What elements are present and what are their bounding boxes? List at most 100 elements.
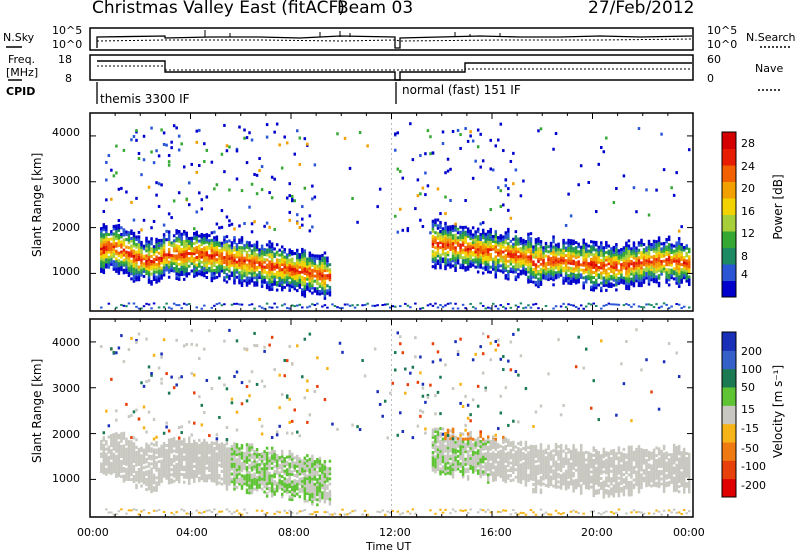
echo-cell bbox=[657, 236, 661, 240]
echo-cell bbox=[293, 469, 297, 473]
echo-cell bbox=[597, 275, 601, 279]
echo-cell bbox=[328, 278, 332, 282]
echo-cell bbox=[110, 449, 113, 453]
echo-cell bbox=[574, 261, 578, 265]
echo-cell bbox=[640, 266, 643, 270]
echo-cell bbox=[270, 252, 274, 256]
echo-cell bbox=[213, 238, 216, 242]
power-panel bbox=[89, 112, 694, 312]
echo-cell bbox=[265, 456, 269, 460]
echo-cell bbox=[253, 273, 256, 277]
echo-cell bbox=[215, 482, 219, 486]
ground-cell bbox=[137, 307, 141, 310]
echo-cell bbox=[677, 279, 681, 283]
echo-cell bbox=[321, 264, 324, 268]
echo-cell bbox=[150, 449, 153, 453]
echo-cell bbox=[316, 282, 319, 286]
echo-cell bbox=[203, 266, 206, 270]
echo-cell bbox=[323, 259, 327, 263]
scatter-cell bbox=[130, 436, 133, 440]
echo-cell bbox=[215, 472, 219, 476]
scatter-cell bbox=[260, 432, 264, 436]
scatter-cell bbox=[456, 227, 460, 231]
scatter-cell bbox=[507, 193, 510, 197]
echo-cell bbox=[140, 245, 143, 249]
echo-cell bbox=[177, 247, 181, 251]
echo-cell bbox=[474, 260, 477, 264]
echo-cell bbox=[544, 246, 548, 250]
ground-cell bbox=[647, 303, 651, 306]
echo-cell bbox=[595, 266, 598, 270]
echo-cell bbox=[303, 496, 307, 500]
echo-cell bbox=[137, 470, 141, 474]
echo-cell bbox=[595, 253, 598, 257]
scatter-cell bbox=[298, 434, 302, 438]
echo-cell bbox=[321, 493, 324, 497]
ground-cell bbox=[341, 307, 344, 310]
echo-cell bbox=[524, 260, 528, 264]
echo-cell bbox=[117, 233, 121, 237]
echo-cell bbox=[137, 460, 141, 464]
echo-cell bbox=[537, 249, 540, 253]
echo-cell bbox=[492, 265, 495, 269]
echo-cell bbox=[311, 454, 314, 458]
echo-cell bbox=[145, 452, 148, 456]
echo-cell bbox=[265, 253, 269, 257]
echo-cell bbox=[235, 242, 239, 246]
echo-cell bbox=[185, 274, 188, 278]
echo-cell bbox=[308, 261, 312, 265]
echo-cell bbox=[235, 255, 239, 259]
ground-cell bbox=[544, 304, 548, 307]
echo-cell bbox=[245, 243, 249, 247]
echo-cell bbox=[233, 253, 236, 257]
echo-cell bbox=[243, 246, 246, 250]
echo-cell bbox=[273, 449, 276, 453]
echo-cell bbox=[187, 264, 191, 268]
echo-cell bbox=[245, 281, 249, 285]
echo-cell bbox=[270, 466, 274, 470]
scatter-cell bbox=[554, 132, 558, 136]
echo-cell bbox=[167, 250, 171, 254]
echo-cell bbox=[680, 275, 683, 279]
echo-cell bbox=[318, 499, 322, 503]
echo-cell bbox=[130, 473, 133, 477]
scatter-cell bbox=[193, 421, 196, 425]
echo-cell bbox=[650, 245, 653, 249]
echo-cell bbox=[102, 243, 106, 247]
echo-cell bbox=[112, 452, 116, 456]
echo-cell bbox=[293, 279, 297, 283]
echo-cell bbox=[270, 449, 274, 453]
echo-cell bbox=[308, 274, 312, 278]
echo-cell bbox=[215, 475, 219, 479]
scatter-cell bbox=[539, 127, 543, 131]
echo-cell bbox=[223, 235, 226, 239]
echo-cell bbox=[215, 275, 219, 279]
echo-cell bbox=[228, 267, 231, 271]
scatter-cell bbox=[509, 216, 513, 220]
echo-cell bbox=[270, 242, 274, 246]
echo-cell bbox=[283, 285, 286, 289]
echo-cell bbox=[499, 236, 503, 240]
echo-cell bbox=[466, 262, 470, 266]
echo-cell bbox=[275, 265, 279, 269]
echo-cell bbox=[122, 248, 126, 252]
echo-cell bbox=[572, 269, 575, 273]
echo-cell bbox=[110, 260, 113, 264]
echo-cell bbox=[265, 471, 269, 475]
echo-cell bbox=[665, 275, 668, 279]
echo-cell bbox=[291, 272, 294, 276]
scatter-cell bbox=[303, 396, 307, 400]
echo-cell bbox=[285, 260, 289, 264]
echo-cell bbox=[238, 241, 241, 245]
echo-cell bbox=[245, 240, 249, 244]
echo-cell bbox=[451, 264, 455, 268]
scatter-cell bbox=[172, 199, 176, 203]
echo-cell bbox=[492, 262, 495, 266]
echo-cell bbox=[112, 447, 116, 451]
echo-cell bbox=[288, 467, 291, 471]
echo-cell bbox=[311, 469, 314, 473]
echo-cell bbox=[255, 255, 259, 259]
echo-cell bbox=[270, 454, 274, 458]
echo-cell bbox=[454, 263, 457, 267]
echo-cell bbox=[574, 256, 578, 260]
